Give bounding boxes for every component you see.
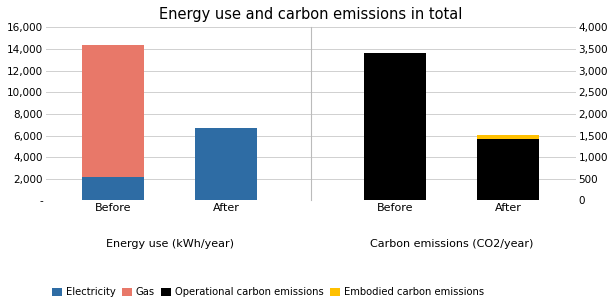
Bar — [82, 45, 145, 177]
Text: Carbon emissions (CO2/year): Carbon emissions (CO2/year) — [370, 239, 533, 248]
Bar — [82, 177, 145, 200]
Bar — [477, 139, 539, 200]
Legend: Electricity, Gas, Operational carbon emissions, Embodied carbon emissions: Electricity, Gas, Operational carbon emi… — [48, 283, 488, 301]
Text: Energy use (kWh/year): Energy use (kWh/year) — [106, 239, 234, 248]
Bar — [364, 53, 426, 200]
Title: Energy use and carbon emissions in total: Energy use and carbon emissions in total — [159, 7, 462, 22]
Bar — [477, 135, 539, 139]
Bar — [195, 128, 257, 200]
